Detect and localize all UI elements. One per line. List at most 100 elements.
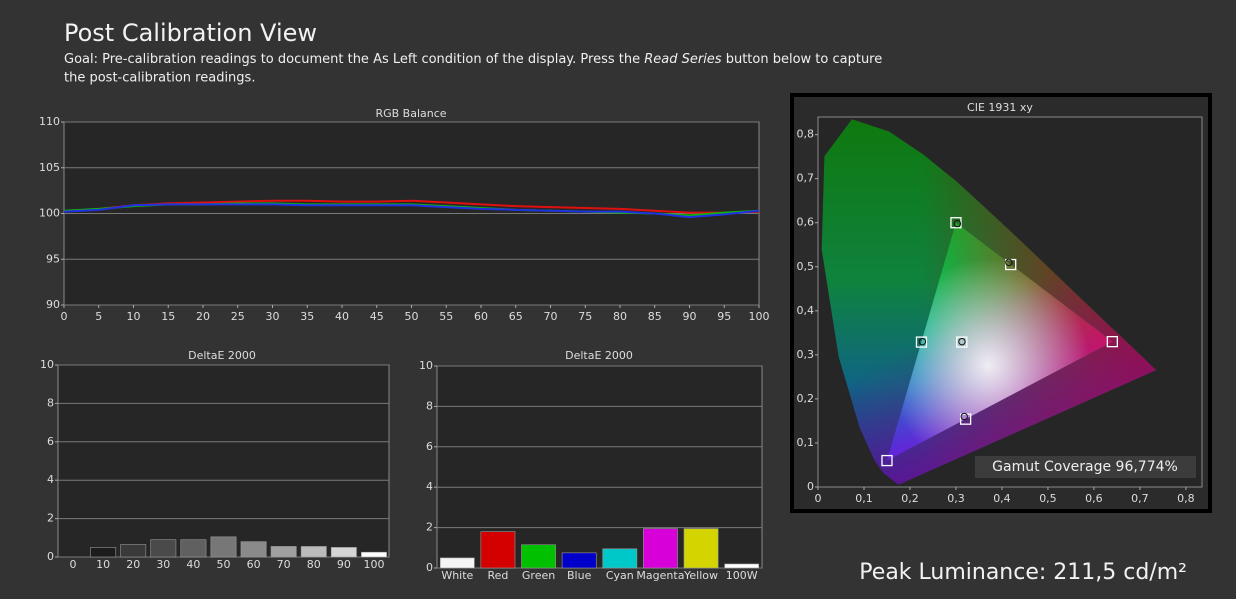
- x-tick-label: White: [441, 569, 473, 582]
- bar: [120, 544, 147, 558]
- chart-title: CIE 1931 xy: [967, 101, 1033, 114]
- x-tick-label: 20: [196, 310, 210, 323]
- series-line: [63, 203, 760, 219]
- x-tick-label: Red: [487, 569, 508, 582]
- y-tick-label: 0,4: [797, 304, 815, 317]
- y-tick-label: 10: [419, 359, 433, 372]
- chart-title: DeltaE 2000: [565, 349, 633, 362]
- goal-text: the post-calibration readings.: [64, 71, 255, 86]
- y-tick-label: 0,5: [797, 260, 815, 273]
- y-tick-label: 0,3: [797, 348, 815, 361]
- x-tick-label: 50: [405, 310, 419, 323]
- y-tick-label: 8: [47, 396, 54, 409]
- gamut-annotation: Gamut Coverage 96,774%: [992, 459, 1178, 475]
- x-tick-label: 10: [127, 310, 141, 323]
- x-tick-label: 0: [61, 310, 68, 323]
- page-title: Post Calibration View: [64, 19, 317, 47]
- target-point: [915, 336, 928, 348]
- x-tick-label: 0,8: [1177, 492, 1195, 505]
- bar: [724, 563, 760, 569]
- y-tick-label: 10: [40, 358, 54, 371]
- x-tick-label: 0,7: [1131, 492, 1149, 505]
- bar: [270, 546, 297, 558]
- x-tick-label: 90: [337, 558, 351, 571]
- x-tick-label: 0,5: [1039, 492, 1057, 505]
- target-point: [881, 454, 893, 467]
- x-tick-label: 80: [307, 558, 321, 571]
- x-tick-label: 100: [749, 310, 770, 323]
- target-point: [1106, 335, 1118, 348]
- y-tick-label: 90: [46, 298, 60, 311]
- y-tick-label: 0,2: [797, 392, 815, 405]
- annotation-box: [975, 456, 1196, 478]
- measured-point: [1005, 258, 1013, 267]
- x-tick-label: 30: [156, 558, 170, 571]
- x-tick-label: 55: [439, 310, 453, 323]
- y-tick-label: 4: [426, 480, 433, 493]
- x-tick-label: 5: [95, 310, 102, 323]
- y-tick-label: 0: [47, 550, 54, 563]
- y-tick-label: 0,1: [797, 436, 815, 449]
- x-tick-label: 35: [300, 310, 314, 323]
- x-tick-label: 50: [217, 558, 231, 571]
- y-tick-label: 105: [39, 161, 60, 174]
- measured-point: [960, 412, 968, 421]
- x-tick-label: 90: [683, 310, 697, 323]
- y-tick-label: 0,6: [797, 216, 815, 229]
- y-tick-label: 6: [47, 435, 54, 448]
- target-point: [956, 336, 968, 348]
- x-tick-label: 0,2: [901, 492, 919, 505]
- x-tick-label: Magenta: [636, 569, 684, 582]
- x-tick-label: 10: [96, 558, 110, 571]
- y-tick-label: 95: [46, 252, 60, 265]
- goal-emphasis: Read Series: [644, 52, 722, 67]
- target-point: [959, 413, 972, 425]
- bar: [240, 541, 267, 558]
- x-tick-label: 40: [335, 310, 349, 323]
- x-tick-label: Green: [522, 569, 555, 582]
- measured-point: [918, 337, 927, 346]
- x-tick-label: 100: [363, 558, 384, 571]
- bar: [521, 544, 556, 569]
- x-tick-label: 20: [126, 558, 140, 571]
- y-tick-label: 0: [807, 480, 814, 493]
- x-tick-label: 60: [247, 558, 261, 571]
- y-tick-label: 4: [47, 473, 54, 486]
- bar: [561, 552, 597, 569]
- x-tick-label: Yellow: [683, 569, 718, 582]
- goal-text: Goal: Pre-calibration readings to docume…: [64, 52, 882, 67]
- x-tick-label: Blue: [567, 569, 592, 582]
- goal-part: Goal: Pre-calibration readings to docume…: [64, 52, 644, 67]
- bar: [180, 539, 207, 558]
- x-tick-label: 70: [544, 310, 558, 323]
- chart-title: RGB Balance: [375, 107, 446, 120]
- bar: [602, 548, 638, 569]
- y-tick-label: 0,8: [797, 128, 815, 141]
- x-tick-label: 0: [70, 558, 77, 571]
- peak-luminance: Peak Luminance: 211,5 cd/m²: [859, 560, 1187, 585]
- x-tick-label: 45: [370, 310, 384, 323]
- chart-title: DeltaE 2000: [188, 349, 256, 362]
- bar: [439, 557, 475, 569]
- x-tick-label: 30: [266, 310, 280, 323]
- y-tick-label: 100: [39, 207, 60, 220]
- x-tick-label: 75: [578, 310, 592, 323]
- y-tick-label: 8: [426, 399, 433, 412]
- goal-part: button below to capture: [722, 52, 883, 67]
- bar: [643, 528, 678, 569]
- bar: [90, 547, 117, 558]
- plot-area: [57, 364, 390, 558]
- bar: [210, 536, 237, 558]
- x-tick-label: 95: [717, 310, 731, 323]
- series-line: [63, 199, 760, 214]
- x-tick-label: 15: [161, 310, 175, 323]
- y-tick-label: 110: [39, 115, 60, 128]
- bar: [683, 528, 719, 569]
- x-tick-label: 40: [186, 558, 200, 571]
- target-point: [950, 217, 962, 229]
- y-tick-label: 2: [47, 512, 54, 525]
- x-tick-label: 80: [613, 310, 627, 323]
- bar: [300, 546, 327, 558]
